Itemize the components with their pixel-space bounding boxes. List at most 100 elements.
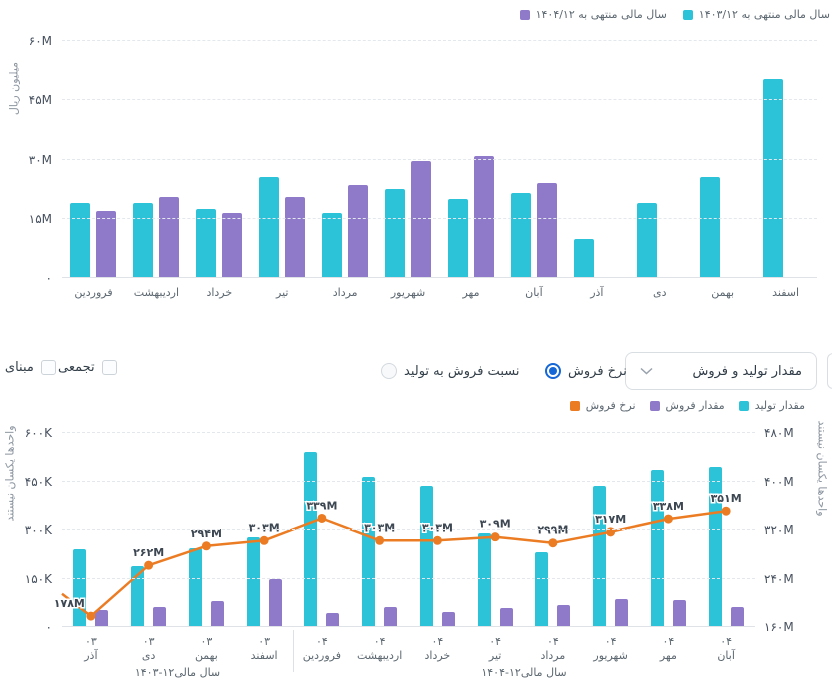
legend-item[interactable]: سال مالی منتهی به ۱۴۰۳/۱۲ (682, 8, 830, 21)
year-group-separator (293, 630, 294, 672)
legend-label: نرخ فروش (585, 399, 636, 412)
line-point[interactable] (144, 560, 154, 570)
bar-fy1403[interactable] (762, 78, 783, 278)
checkbox-cumulative[interactable]: تجمعی (58, 360, 117, 375)
top-chart-bars (62, 41, 817, 278)
line-point[interactable] (721, 506, 731, 516)
bar-fy1404[interactable] (96, 210, 117, 278)
radio-sales-to-production[interactable]: نسبت فروش به تولید (381, 363, 519, 379)
bar-group (628, 41, 691, 278)
bar-group (440, 41, 503, 278)
bar-production[interactable] (708, 467, 722, 627)
bar-sales[interactable] (499, 608, 513, 627)
fiscal-year-group-label: سال مالی۱۲-۱۴۰۴ (481, 666, 567, 679)
bar-production[interactable] (246, 537, 260, 627)
bar-sales[interactable] (268, 579, 282, 627)
line-point[interactable] (317, 513, 327, 523)
gridline (62, 577, 755, 579)
axis-tick-label: ۶۰۰K (24, 426, 52, 440)
bar-fy1403[interactable] (70, 202, 91, 278)
x-axis-month-label: تیر (276, 286, 289, 299)
bar-fy1403[interactable] (322, 212, 343, 278)
bar-fy1403[interactable] (510, 193, 531, 278)
bar-sales[interactable] (672, 599, 686, 627)
bar-sales[interactable] (557, 605, 571, 627)
fiscal-year-group-label: سال مالی۱۲-۱۴۰۳ (134, 666, 221, 679)
bar-fy1404[interactable] (536, 183, 557, 278)
line-point-value-label: ۳۳۸M (653, 500, 684, 513)
line-point-value-label: ۳۳۹M (306, 499, 337, 512)
clipped-control[interactable] (827, 353, 832, 389)
bar-production[interactable] (419, 485, 433, 627)
dataset-select[interactable]: مقدار تولید و فروش (625, 352, 817, 390)
x-axis-month-label: خرداد (206, 286, 233, 299)
bar-fy1404[interactable] (285, 197, 306, 278)
x-axis-month-label: ۰۳ بهمن (178, 635, 236, 663)
line-point[interactable] (663, 514, 673, 524)
line-point[interactable] (259, 535, 269, 545)
x-axis-month-name: آبان (717, 649, 735, 662)
bar-production[interactable] (131, 565, 145, 627)
x-axis-month-label: بهمن (711, 286, 735, 299)
bar-fy1403[interactable] (385, 189, 406, 278)
legend-item[interactable]: سال مالی منتهی به ۱۴۰۴/۱۲ (519, 8, 667, 21)
bar-production[interactable] (304, 452, 318, 627)
radio-sales-rate-label: نرخ فروش (568, 363, 627, 379)
bar-fy1404[interactable] (159, 197, 180, 278)
checkbox-icon[interactable] (101, 360, 117, 375)
radio-off-icon[interactable] (381, 363, 397, 379)
bar-production[interactable] (535, 552, 549, 627)
x-axis-year-digit: ۰۴ (662, 635, 675, 648)
bar-fy1404[interactable] (222, 212, 243, 278)
bar-fy1403[interactable] (573, 238, 594, 278)
bar-fy1403[interactable] (699, 177, 720, 278)
bar-production[interactable] (477, 532, 491, 627)
line-point[interactable] (201, 541, 211, 551)
line-point[interactable] (548, 538, 558, 548)
bar-sales[interactable] (326, 613, 340, 627)
x-axis-month-label: ۰۴ شهریور (582, 635, 640, 663)
bar-sales[interactable] (95, 610, 109, 627)
checkbox-icon[interactable] (40, 360, 56, 375)
legend-item[interactable]: مقدار تولید (738, 399, 805, 412)
x-axis-month-label: فروردین (74, 286, 113, 299)
bar-sales[interactable] (153, 606, 167, 627)
bar-fy1403[interactable] (447, 199, 468, 278)
bottom-left-axis-title: واحدها یکسان نیستند (3, 425, 17, 522)
bar-production[interactable] (73, 549, 87, 627)
bar-sales[interactable] (730, 607, 744, 627)
x-axis-year-digit: ۰۳ (142, 635, 155, 648)
radio-sales-rate[interactable]: نرخ فروش (545, 363, 627, 379)
axis-tick-label: ۴۰۰M (764, 474, 794, 489)
bar-fy1403[interactable] (133, 202, 154, 278)
bar-sales[interactable] (384, 607, 398, 627)
checkbox-zero-based[interactable]: مبنای صفر (0, 360, 56, 375)
bar-production[interactable] (650, 470, 664, 627)
bar-production[interactable] (593, 485, 607, 627)
bar-fy1403[interactable] (196, 208, 217, 278)
bar-production[interactable] (188, 547, 202, 627)
line-point-value-label: ۳۰۳M (364, 521, 395, 534)
bar-fy1404[interactable] (473, 155, 494, 278)
line-point[interactable] (375, 535, 385, 545)
bar-sales[interactable] (210, 600, 224, 627)
bar-fy1404[interactable] (348, 185, 369, 278)
x-axis-month-label: اردیبهشت (133, 286, 180, 299)
line-point-value-label: ۳۵۱M (711, 492, 742, 505)
bar-fy1403[interactable] (259, 177, 280, 278)
checkbox-cumulative-label: تجمعی (58, 360, 95, 375)
legend-item[interactable]: نرخ فروش (569, 399, 636, 412)
bar-group (120, 433, 178, 627)
bar-sales[interactable] (615, 598, 629, 627)
bar-fy1404[interactable] (411, 161, 432, 278)
bar-production[interactable] (362, 477, 376, 627)
radio-on-icon[interactable] (545, 363, 561, 379)
line-point[interactable] (490, 532, 500, 542)
line-point[interactable] (86, 611, 96, 621)
bar-group (565, 41, 628, 278)
bar-fy1403[interactable] (636, 202, 657, 278)
legend-item[interactable]: مقدار فروش (649, 399, 725, 412)
bar-sales[interactable] (441, 612, 455, 627)
line-point[interactable] (432, 535, 442, 545)
